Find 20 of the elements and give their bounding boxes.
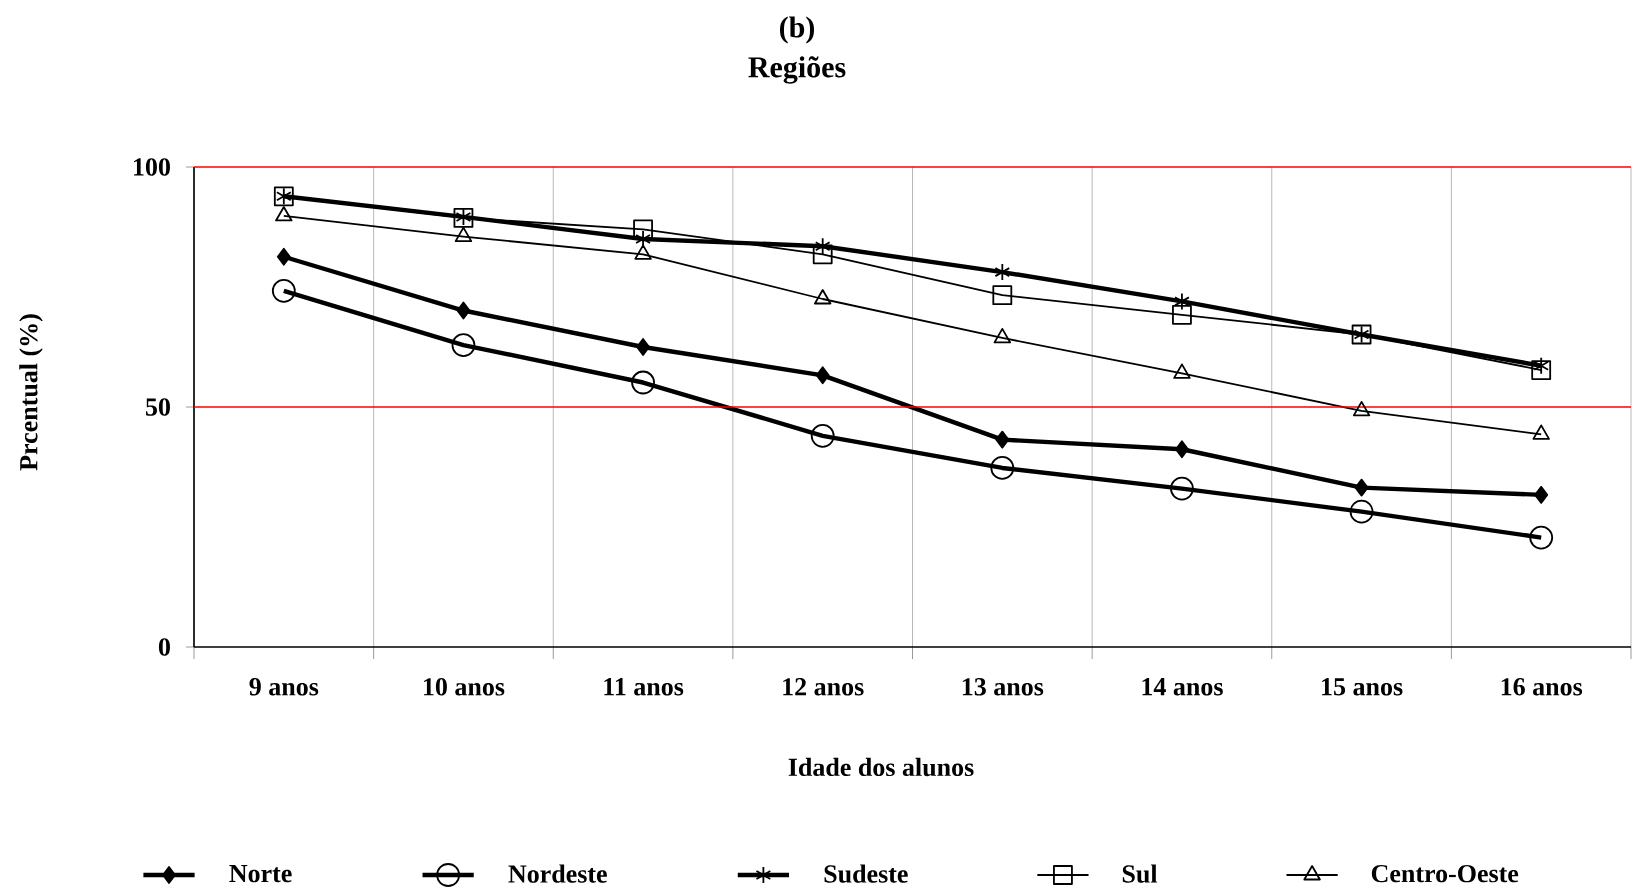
chart-subtitle: Regiões [748,56,846,84]
legend-label: Sudeste [824,864,908,883]
chart-title: (b) [779,16,814,44]
x-tick-label: 11 anos [604,678,684,696]
x-tick-label: 12 anos [783,678,864,696]
y-tick-label: 50 [145,398,170,416]
y-tick-label: 0 [158,638,170,656]
x-axis-title: Idade dos alunos [788,757,974,777]
x-tick-label: 14 anos [1142,678,1223,696]
x-tick-label: 15 anos [1322,678,1403,696]
x-tick-label: 10 anos [423,678,505,696]
x-tick-label: 16 anos [1501,678,1583,696]
y-tick-label: 100 [134,158,170,176]
legend-label: Centro-Oeste [1371,864,1519,883]
legend-label: Sul [1122,864,1158,883]
x-tick-label: 9 anos [249,678,319,696]
x-tick-label: 13 anos [962,678,1044,696]
legend-label: Nordeste [508,864,607,883]
y-axis-title: Prcentual (%) [19,314,43,471]
legend-label: Norte [229,864,292,883]
